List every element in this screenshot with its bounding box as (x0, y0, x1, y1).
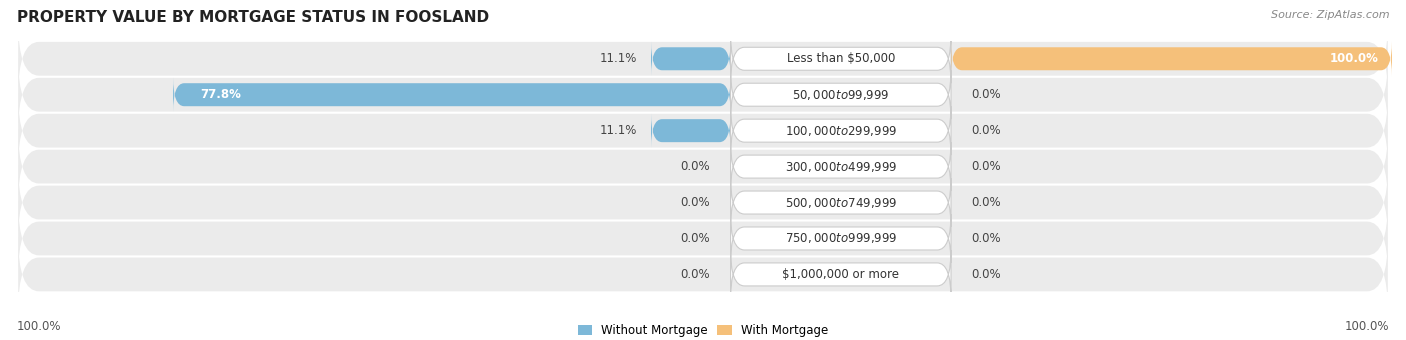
Text: $500,000 to $749,999: $500,000 to $749,999 (785, 195, 897, 209)
Text: $300,000 to $499,999: $300,000 to $499,999 (785, 159, 897, 174)
Text: 11.1%: 11.1% (600, 52, 637, 65)
Text: 77.8%: 77.8% (201, 88, 242, 101)
FancyBboxPatch shape (18, 58, 1388, 132)
Text: 0.0%: 0.0% (972, 160, 1001, 173)
Text: Source: ZipAtlas.com: Source: ZipAtlas.com (1271, 10, 1389, 20)
Text: 0.0%: 0.0% (972, 124, 1001, 137)
FancyBboxPatch shape (18, 130, 1388, 204)
Legend: Without Mortgage, With Mortgage: Without Mortgage, With Mortgage (574, 319, 832, 340)
Text: PROPERTY VALUE BY MORTGAGE STATUS IN FOOSLAND: PROPERTY VALUE BY MORTGAGE STATUS IN FOO… (17, 10, 489, 25)
Text: 100.0%: 100.0% (17, 320, 62, 333)
FancyBboxPatch shape (651, 114, 731, 148)
FancyBboxPatch shape (731, 106, 950, 155)
FancyBboxPatch shape (173, 78, 731, 112)
Text: $750,000 to $999,999: $750,000 to $999,999 (785, 232, 897, 245)
FancyBboxPatch shape (18, 202, 1388, 275)
Text: $100,000 to $299,999: $100,000 to $299,999 (785, 124, 897, 138)
FancyBboxPatch shape (18, 22, 1388, 96)
Text: $50,000 to $99,999: $50,000 to $99,999 (792, 88, 890, 102)
Text: 0.0%: 0.0% (681, 160, 710, 173)
FancyBboxPatch shape (651, 41, 731, 76)
Text: 11.1%: 11.1% (600, 124, 637, 137)
FancyBboxPatch shape (731, 142, 950, 191)
Text: 0.0%: 0.0% (972, 196, 1001, 209)
Text: Less than $50,000: Less than $50,000 (786, 52, 896, 65)
Text: 0.0%: 0.0% (972, 88, 1001, 101)
Text: 100.0%: 100.0% (1329, 52, 1378, 65)
FancyBboxPatch shape (731, 34, 950, 83)
Text: 0.0%: 0.0% (972, 268, 1001, 281)
Text: 100.0%: 100.0% (1344, 320, 1389, 333)
FancyBboxPatch shape (731, 178, 950, 227)
FancyBboxPatch shape (731, 214, 950, 263)
FancyBboxPatch shape (731, 70, 950, 119)
Text: 0.0%: 0.0% (972, 232, 1001, 245)
FancyBboxPatch shape (731, 250, 950, 299)
Text: 0.0%: 0.0% (681, 268, 710, 281)
Text: 0.0%: 0.0% (681, 232, 710, 245)
Text: $1,000,000 or more: $1,000,000 or more (782, 268, 900, 281)
FancyBboxPatch shape (18, 166, 1388, 240)
FancyBboxPatch shape (18, 237, 1388, 311)
FancyBboxPatch shape (18, 94, 1388, 168)
FancyBboxPatch shape (950, 41, 1392, 76)
Text: 0.0%: 0.0% (681, 196, 710, 209)
